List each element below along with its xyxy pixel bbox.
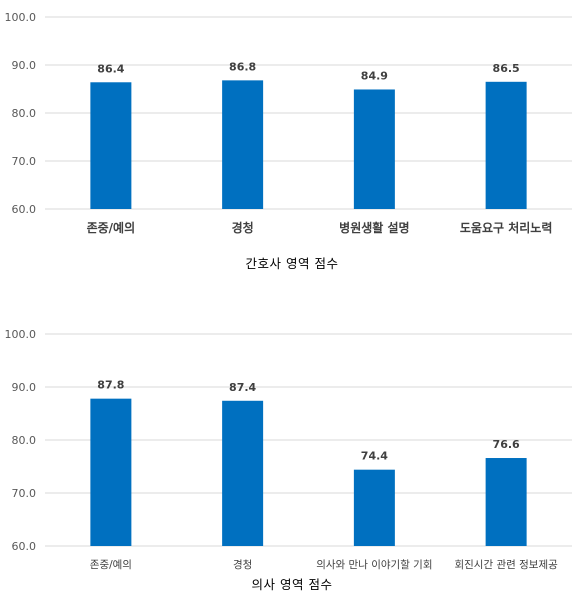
x-tick-label: 회진시간 관련 정보제공 <box>454 559 558 571</box>
y-tick-label: 70.0 <box>12 487 37 500</box>
x-tick-label: 의사와 만나 이야기할 기회 <box>316 558 432 571</box>
chart-title: 간호사 영역 점수 <box>246 256 339 271</box>
x-tick-label: 존중/예의 <box>90 558 132 571</box>
y-tick-label: 70.0 <box>12 155 37 168</box>
bar <box>90 82 132 209</box>
data-label: 76.6 <box>493 438 520 451</box>
nurse-score-chart: 60.0 70.0 80.0 90.0 100.0 86.4 존중/예의 86.8 경청 84.9… <box>5 11 572 271</box>
x-tick-label: 경청 <box>232 220 254 235</box>
data-label: 84.9 <box>361 69 388 82</box>
y-tick-label: 100.0 <box>5 11 37 24</box>
bar <box>353 469 395 546</box>
data-label: 86.4 <box>97 62 124 75</box>
bar <box>222 400 264 546</box>
x-tick-label: 존중/예의 <box>87 220 136 235</box>
bar <box>485 81 527 209</box>
y-tick-label: 80.0 <box>12 107 37 120</box>
doctor-score-chart: 60.0 70.0 80.0 90.0 100.0 87.8 존중/예의 87.4 경청 74.4… <box>5 328 572 592</box>
data-label: 87.8 <box>97 379 124 392</box>
bar <box>222 80 264 209</box>
data-label: 87.4 <box>229 381 256 394</box>
bar <box>90 398 132 546</box>
x-tick-label: 경청 <box>233 558 252 571</box>
chart-title: 의사 영역 점수 <box>252 577 333 592</box>
y-tick-label: 80.0 <box>12 434 37 447</box>
data-label: 74.4 <box>361 450 388 463</box>
y-tick-label: 60.0 <box>12 203 37 216</box>
x-tick-label: 병원생활 설명 <box>339 220 409 235</box>
bar <box>353 89 395 209</box>
y-tick-label: 90.0 <box>12 381 37 394</box>
y-tick-label: 100.0 <box>5 328 37 341</box>
data-label: 86.8 <box>229 60 256 73</box>
data-label: 86.5 <box>493 62 520 75</box>
bar <box>485 458 527 546</box>
y-tick-label: 90.0 <box>12 59 37 72</box>
y-tick-label: 60.0 <box>12 540 37 553</box>
x-tick-label: 도움요구 처리노력 <box>460 220 553 235</box>
